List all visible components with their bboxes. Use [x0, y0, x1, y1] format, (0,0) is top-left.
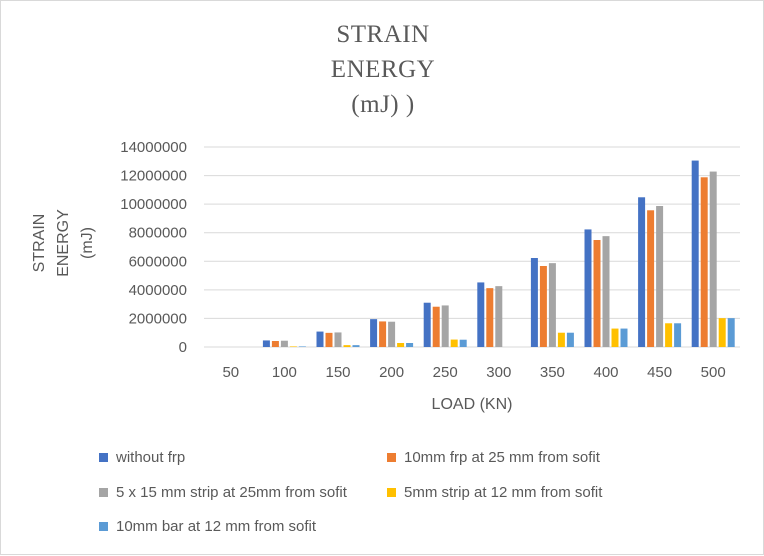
chart-title-line-1: STRAIN: [336, 21, 430, 48]
bar: [379, 321, 387, 347]
bar: [280, 340, 288, 347]
y-tick-label: 4000000: [129, 282, 187, 299]
bar: [620, 328, 628, 347]
x-tick-label: 500: [701, 364, 726, 381]
legend-label: 10mm bar at 12 mm from sofit: [116, 517, 317, 535]
bar: [691, 160, 699, 347]
legend-swatch: [387, 452, 396, 462]
bar: [647, 210, 655, 347]
y-tick-label: 6000000: [129, 253, 187, 270]
y-tick-label: 12000000: [120, 168, 187, 185]
bar: [432, 306, 440, 347]
x-tick-label: 350: [540, 364, 565, 381]
legend-label: 5mm strip at 12 mm from sofit: [404, 483, 603, 501]
bar: [486, 288, 494, 347]
legend-item-without-frp: without frp: [99, 447, 185, 467]
bar: [530, 258, 538, 347]
bar: [548, 263, 556, 347]
x-tick-label: 300: [486, 364, 511, 381]
bar: [289, 346, 297, 347]
bar: [370, 319, 378, 347]
legend-item-5x15-strip: 5 x 15 mm strip at 25mm from sofit: [99, 482, 347, 502]
bar: [709, 171, 717, 347]
y-tick-label: 2000000: [129, 310, 187, 327]
legend-label: 10mm frp at 25 mm from sofit: [404, 448, 600, 466]
x-tick-label: 450: [647, 364, 672, 381]
x-tick-label: 200: [379, 364, 404, 381]
bar: [557, 332, 565, 347]
bar: [316, 331, 324, 347]
bar: [388, 321, 396, 347]
bar: [334, 332, 342, 347]
chart-title-line-3: (mJ) ): [351, 91, 415, 118]
x-axis-title: LOAD (KN): [432, 396, 513, 413]
x-tick-label: 150: [325, 364, 350, 381]
x-tick-label: 50: [222, 364, 239, 381]
bar: [271, 341, 279, 347]
bar: [584, 229, 592, 347]
bar: [352, 345, 360, 347]
bar: [298, 346, 306, 347]
legend-item-10mm-bar: 10mm bar at 12 mm from sofit: [99, 516, 316, 536]
x-tick-label: 100: [272, 364, 297, 381]
x-tick-label: 250: [433, 364, 458, 381]
bar: [665, 323, 673, 347]
y-tick-label: 8000000: [129, 225, 187, 242]
legend-swatch: [99, 487, 108, 497]
bar: [495, 286, 503, 347]
bar: [423, 302, 431, 347]
bar: [477, 282, 485, 347]
bar: [638, 197, 646, 347]
bar: [611, 328, 619, 347]
bar: [539, 266, 547, 347]
bar: [656, 206, 664, 347]
legend-label: without frp: [116, 448, 186, 466]
chart-title-line-2: ENERGY: [330, 56, 436, 83]
y-tick-label: 14000000: [120, 139, 187, 156]
bar: [441, 305, 449, 347]
legend-item-5mm-strip: 5mm strip at 12 mm from sofit: [387, 482, 602, 502]
bar: [674, 323, 682, 347]
legend-label: 5 x 15 mm strip at 25mm from sofit: [116, 483, 347, 501]
bar: [566, 332, 574, 347]
bar: [397, 343, 405, 347]
x-tick-label: 400: [593, 364, 618, 381]
bar: [406, 343, 414, 347]
bar: [602, 236, 610, 347]
legend-item-10mm-frp: 10mm frp at 25 mm from sofit: [387, 447, 600, 467]
legend-swatch: [99, 521, 108, 531]
bar: [593, 240, 601, 347]
bar: [262, 340, 270, 347]
bar: [700, 177, 708, 347]
bar: [343, 345, 351, 347]
bar: [325, 332, 333, 347]
legend-swatch: [99, 452, 108, 462]
bar: [727, 318, 735, 347]
y-tick-label: 0: [179, 339, 187, 356]
bar: [718, 318, 726, 347]
bar: [459, 339, 467, 347]
y-tick-label: 10000000: [120, 196, 187, 213]
legend-swatch: [387, 487, 396, 497]
bar: [450, 339, 458, 347]
